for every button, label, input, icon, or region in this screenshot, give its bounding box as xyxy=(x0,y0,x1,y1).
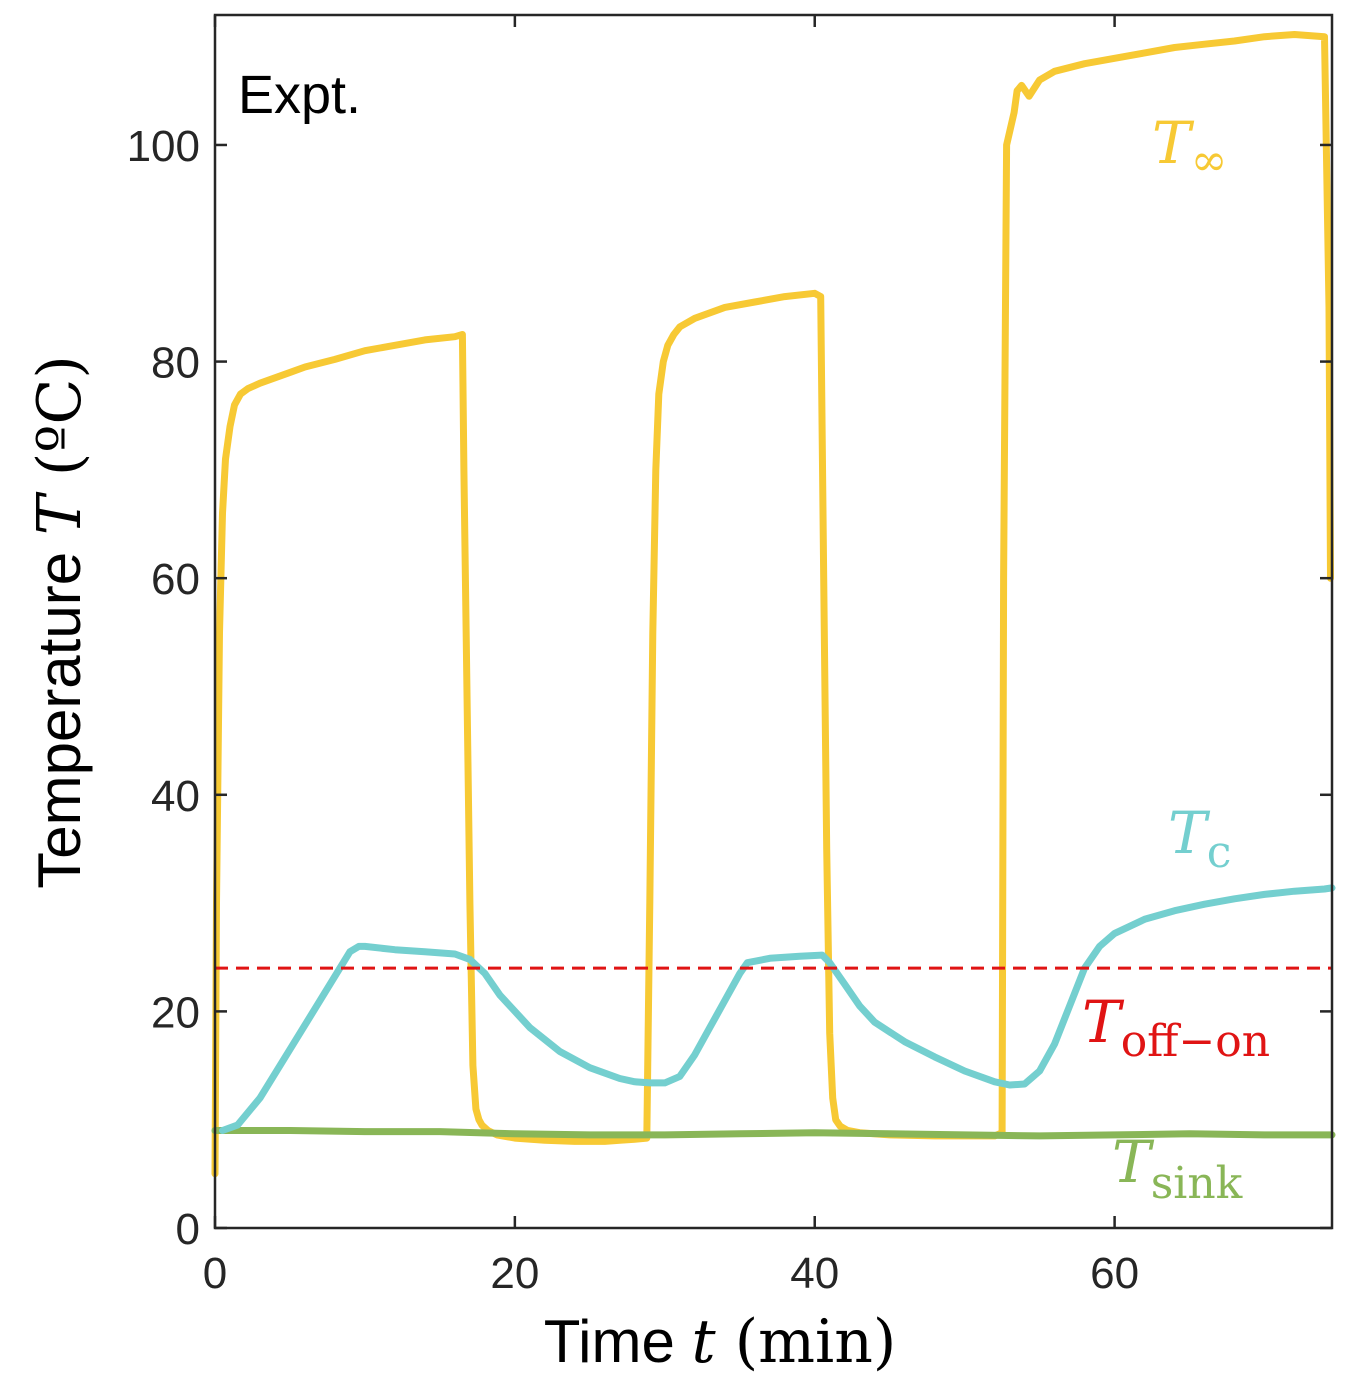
label-t-inf-sub: ∞ xyxy=(1191,135,1228,186)
y-tick-label: 0 xyxy=(176,1205,200,1254)
label-t-c-sub: c xyxy=(1207,827,1232,878)
x-axis-title: Time t (min) xyxy=(544,1307,897,1375)
x-tick-label: 60 xyxy=(1090,1249,1139,1298)
label-t-inf: T∞ xyxy=(1152,109,1227,186)
series-line-t-inf xyxy=(211,31,1334,1178)
label-t-sink-sub: sink xyxy=(1151,1158,1243,1209)
plot-area xyxy=(211,31,1336,1178)
series-line-t-sink xyxy=(211,1127,1336,1140)
label-t-c: Tc xyxy=(1168,799,1231,878)
label-t-off-on: Toff−on xyxy=(1082,988,1270,1067)
y-tick-label: 20 xyxy=(151,988,200,1037)
panel-label: Expt. xyxy=(238,65,361,125)
x-axis-title-text: Time xyxy=(544,1308,692,1375)
x-tick-label: 20 xyxy=(490,1249,539,1298)
y-tick-label: 60 xyxy=(151,555,200,604)
ticks-layer: 0 20 40 60 0 20 40 60 80 100 xyxy=(127,15,1332,1298)
x-tick-label: 0 xyxy=(203,1249,227,1298)
y-tick-label: 40 xyxy=(151,772,200,821)
x-tick-label: 40 xyxy=(790,1249,839,1298)
label-t-sink: Tsink xyxy=(1112,1128,1243,1209)
label-t-off-on-symbol: T xyxy=(1082,988,1125,1056)
y-axis-title-text: Temperature xyxy=(26,535,93,889)
x-axis-title-unit: (min) xyxy=(716,1307,897,1375)
y-axis-title-unit: (ºC) xyxy=(25,355,95,495)
label-t-sink-symbol: T xyxy=(1112,1128,1155,1196)
y-axis-title: Temperature T (ºC) xyxy=(25,355,95,889)
x-axis-title-symbol: t xyxy=(692,1307,717,1375)
y-tick-label: 80 xyxy=(151,339,200,388)
label-t-off-on-sub: off−on xyxy=(1121,1016,1270,1067)
series-line-t-c xyxy=(219,884,1336,1134)
series-layer xyxy=(211,31,1336,1178)
y-tick-label: 100 xyxy=(127,122,200,171)
label-t-c-symbol: T xyxy=(1168,799,1211,867)
label-t-inf-symbol: T xyxy=(1152,109,1195,177)
axes-box xyxy=(213,13,1334,1230)
y-axis-title-symbol: T xyxy=(25,491,95,535)
